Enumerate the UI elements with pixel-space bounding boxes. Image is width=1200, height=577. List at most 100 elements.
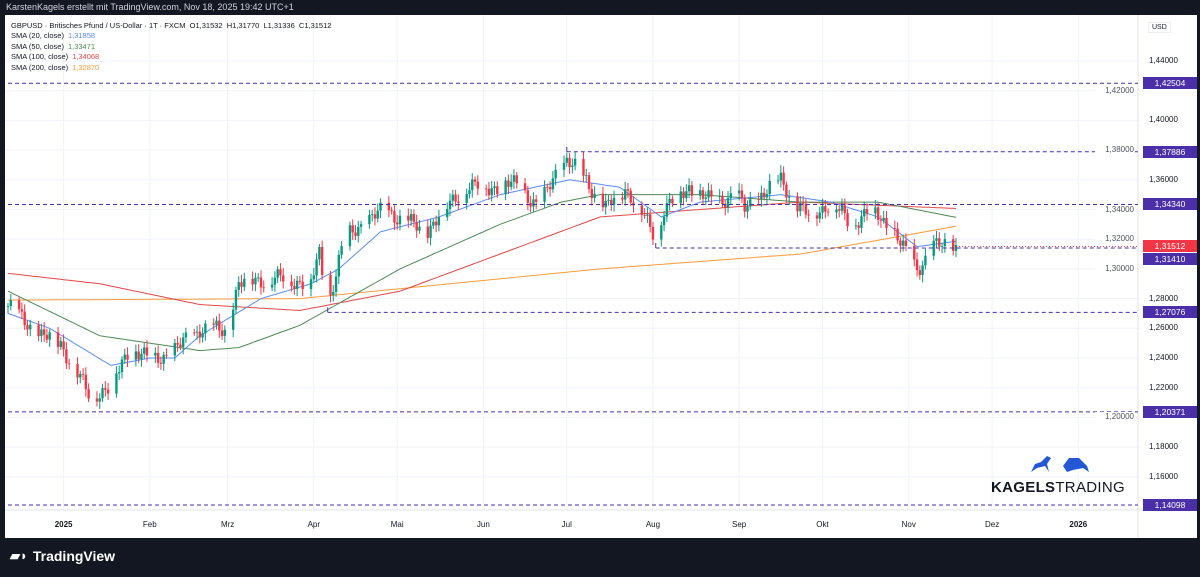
candle-body (568, 157, 571, 168)
candle-body (548, 187, 552, 190)
candle-body (882, 217, 885, 221)
candle-body (334, 276, 338, 292)
sma-legend-item[interactable]: SMA (200, close) 1,32870 (11, 63, 331, 73)
candle-body (154, 352, 157, 356)
chart-panel[interactable]: GBPUSD · Britisches Pfund / US-Dollar · … (5, 15, 1197, 538)
candle-body (710, 190, 713, 197)
candle-body (37, 324, 40, 337)
candle-body (329, 274, 332, 296)
sma200-line (8, 225, 957, 301)
sma-value: 1,31858 (67, 31, 96, 41)
level-price-tag[interactable]: 1,20371 (1143, 405, 1197, 418)
candle-body (270, 284, 274, 288)
candle-body (535, 199, 538, 202)
candle-body (396, 222, 399, 225)
candle-body (507, 180, 510, 187)
candle-body (418, 226, 421, 231)
candle-body (407, 215, 410, 221)
level-price-tag[interactable]: 1,37886 (1143, 145, 1197, 158)
candle-body (918, 270, 922, 275)
sma-label: SMA (50, close) (11, 41, 64, 51)
candle-body (354, 232, 357, 236)
candle-body (140, 353, 143, 360)
candle-body (20, 309, 24, 312)
candle-body (426, 226, 429, 238)
level-price-tag[interactable]: 1,31410 (1143, 253, 1197, 266)
price-tick: 1,18000 (1149, 442, 1178, 452)
candle-body (610, 199, 613, 205)
candle-body (159, 362, 163, 364)
candle-body (760, 192, 763, 200)
candle-body (468, 190, 471, 195)
candle-body (515, 175, 518, 184)
sma-value: 1,33471 (67, 41, 96, 51)
candle-body (451, 194, 454, 201)
brand-logo: KAGELSTRADING (975, 452, 1141, 496)
sma-label: SMA (20, close) (11, 31, 64, 41)
candle-body (357, 226, 360, 236)
candle-body (42, 329, 46, 335)
sma-legend-item[interactable]: SMA (20, close) 1,31858 (11, 31, 331, 41)
candle-body (621, 197, 624, 200)
candle-body (198, 331, 202, 338)
tradingview-logo[interactable]: ▰◗ TradingView (10, 548, 115, 564)
candle-body (215, 320, 218, 325)
candle-body (220, 330, 224, 336)
candle-body (762, 192, 766, 198)
candle-body (785, 184, 788, 198)
candle-body (818, 212, 821, 219)
time-tick: 2025 (54, 520, 73, 529)
candle-body (854, 225, 858, 227)
candle-body (387, 202, 391, 211)
candle-body (243, 278, 246, 287)
candle-body (671, 198, 674, 204)
candle-body (757, 199, 760, 201)
chart-legend: GBPUSD · Britisches Pfund / US-Dollar · … (11, 21, 331, 73)
candle-body (415, 221, 418, 231)
candle-body (612, 197, 616, 205)
level-price-tag[interactable]: 1,34340 (1143, 198, 1197, 211)
candle-body (724, 204, 727, 208)
level-price-tag[interactable]: 1,14098 (1143, 499, 1197, 512)
candle-body (95, 398, 99, 402)
time-tick: Okt (816, 520, 829, 529)
candle-body (23, 311, 26, 326)
candle-body (626, 189, 630, 191)
candle-body (687, 185, 691, 192)
candle-body (473, 179, 477, 182)
level-price-tag[interactable]: 1,42504 (1143, 77, 1197, 90)
time-tick: Apr (307, 520, 321, 529)
candle-body (846, 212, 849, 227)
currency-label[interactable]: USD (1148, 22, 1171, 33)
candle-body (184, 332, 188, 338)
candle-body (915, 259, 919, 271)
price-tick: 1,32000 (1095, 234, 1135, 245)
price-tick: 1,22000 (1149, 382, 1178, 392)
candle-body (318, 246, 321, 260)
candle-body (874, 207, 877, 214)
sma-legend-item[interactable]: SMA (50, close) 1,33471 (11, 42, 331, 52)
price-chart[interactable] (5, 15, 1197, 538)
candle-body (123, 354, 126, 360)
candle-body (824, 206, 827, 212)
candle-body (740, 190, 744, 198)
candle-body (484, 188, 488, 190)
candle-body (437, 217, 441, 226)
candle-body (876, 207, 880, 220)
candle-body (282, 275, 285, 282)
candle-body (643, 215, 646, 216)
candle-body (943, 239, 947, 247)
candle-body (48, 332, 51, 340)
level-price-tag[interactable]: 1,27076 (1143, 306, 1197, 319)
candle-body (412, 214, 416, 222)
sma-legend-item[interactable]: SMA (100, close) 1,34068 (11, 52, 331, 62)
candle-body (62, 341, 65, 350)
time-tick: Mrz (220, 520, 235, 529)
candle-body (496, 186, 499, 195)
candle-body (259, 277, 263, 288)
candle-body (370, 214, 374, 216)
candle-body (298, 280, 302, 282)
sma-value: 1,32870 (72, 62, 100, 72)
candle-body (546, 186, 549, 188)
candle-body (526, 190, 530, 203)
